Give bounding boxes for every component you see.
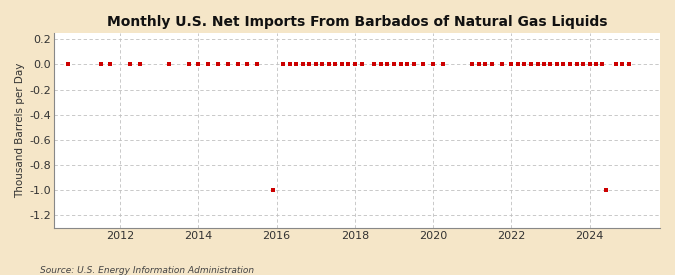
Point [323,62,334,67]
Point [350,62,360,67]
Point [623,62,634,67]
Point [496,62,507,67]
Point [95,62,106,67]
Point [408,62,419,67]
Point [222,62,233,67]
Point [519,62,530,67]
Point [317,62,328,67]
Point [402,62,412,67]
Point [330,62,341,67]
Point [558,62,569,67]
Point [193,62,204,67]
Point [304,62,315,67]
Point [382,62,393,67]
Point [467,62,478,67]
Point [343,62,354,67]
Point [473,62,484,67]
Point [278,62,289,67]
Point [337,62,348,67]
Point [252,62,263,67]
Point [601,188,612,192]
Point [512,62,523,67]
Point [532,62,543,67]
Point [310,62,321,67]
Y-axis label: Thousand Barrels per Day: Thousand Barrels per Day [15,63,25,198]
Point [571,62,582,67]
Point [63,62,74,67]
Point [428,62,439,67]
Point [202,62,213,67]
Point [213,62,223,67]
Point [526,62,537,67]
Point [232,62,243,67]
Point [539,62,549,67]
Point [134,62,145,67]
Point [610,62,621,67]
Point [506,62,517,67]
Point [389,62,400,67]
Point [242,62,252,67]
Point [284,62,295,67]
Point [578,62,589,67]
Point [396,62,406,67]
Title: Monthly U.S. Net Imports From Barbados of Natural Gas Liquids: Monthly U.S. Net Imports From Barbados o… [107,15,607,29]
Point [591,62,601,67]
Point [487,62,497,67]
Point [268,188,279,192]
Point [105,62,116,67]
Point [597,62,608,67]
Point [125,62,136,67]
Point [437,62,448,67]
Point [418,62,429,67]
Point [551,62,562,67]
Point [564,62,575,67]
Point [298,62,308,67]
Point [164,62,175,67]
Point [584,62,595,67]
Point [356,62,367,67]
Point [291,62,302,67]
Point [183,62,194,67]
Point [369,62,380,67]
Point [545,62,556,67]
Point [617,62,628,67]
Point [376,62,387,67]
Point [480,62,491,67]
Text: Source: U.S. Energy Information Administration: Source: U.S. Energy Information Administ… [40,266,254,275]
